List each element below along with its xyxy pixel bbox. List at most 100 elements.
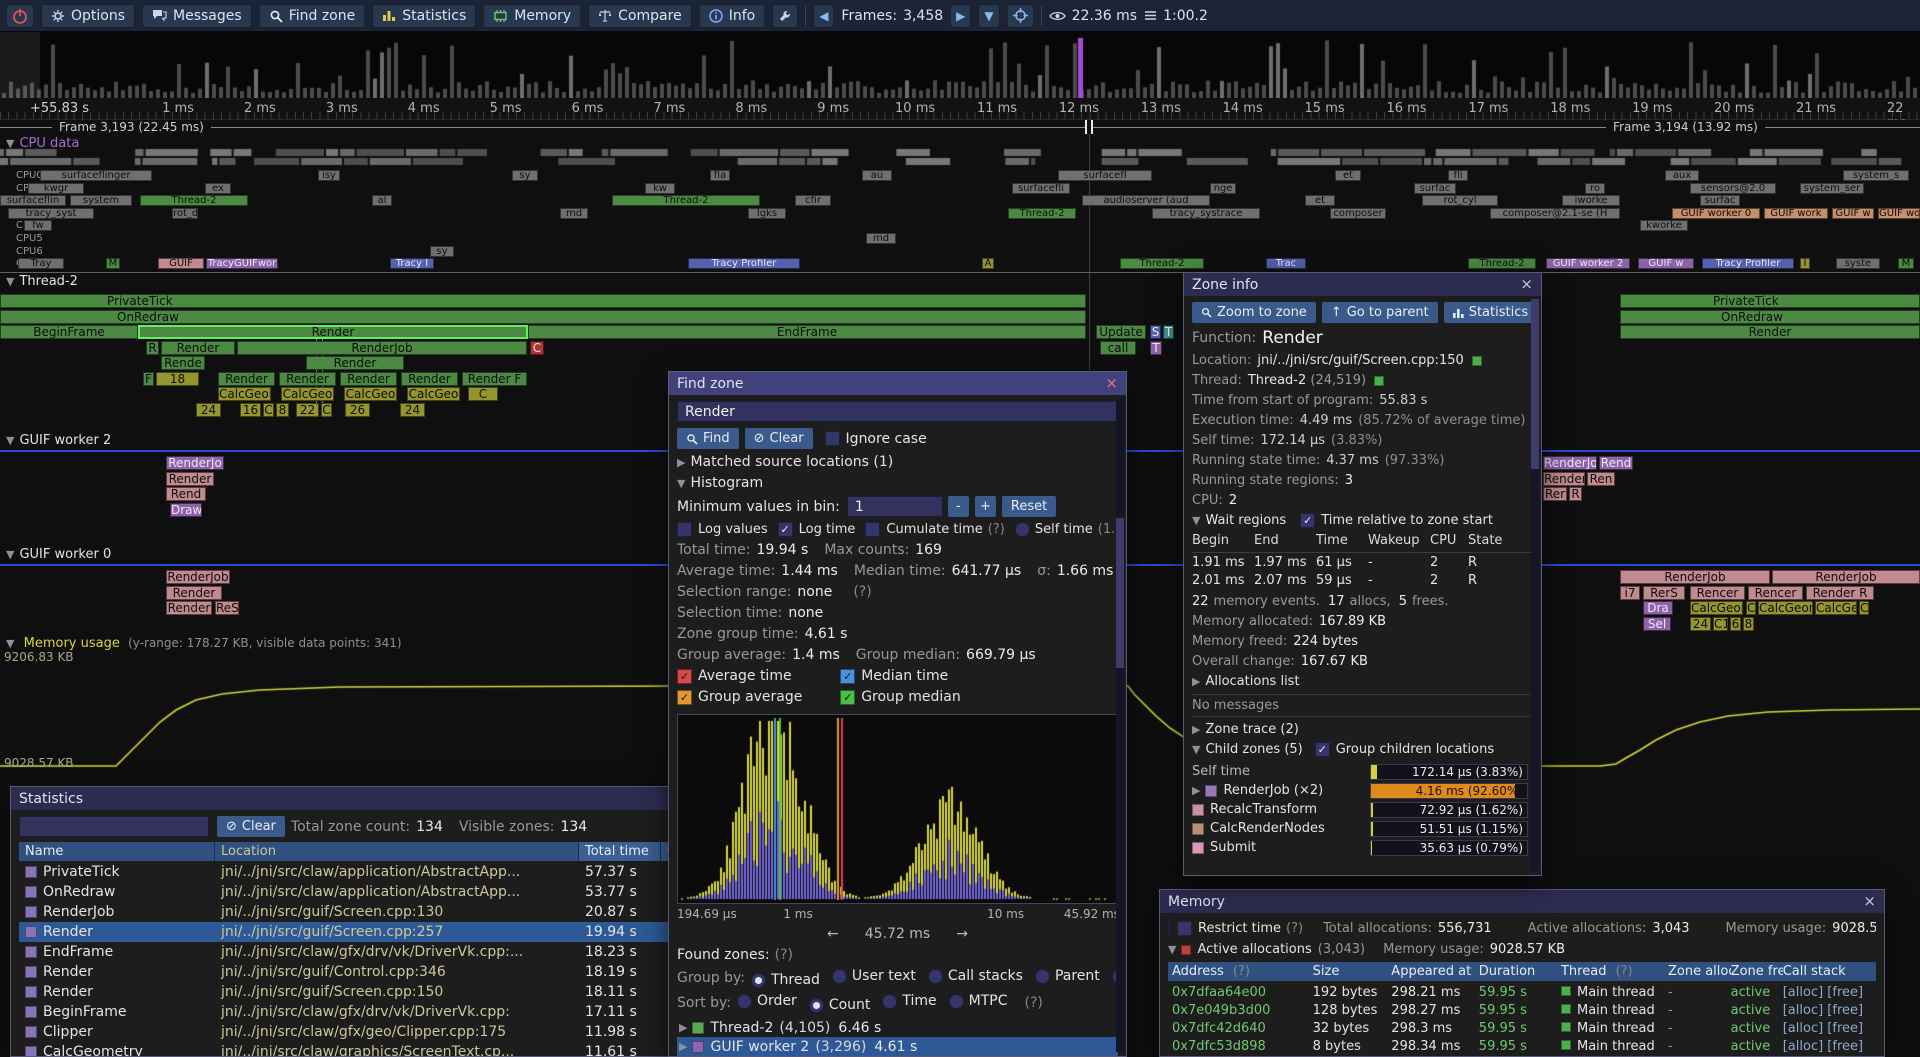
timeline-zone[interactable]: A xyxy=(982,258,994,269)
timeline-zone[interactable]: C xyxy=(263,403,274,417)
clear-filter-button[interactable]: ⊘ Clear xyxy=(217,816,285,837)
timeline-zone[interactable]: Dra xyxy=(1643,601,1673,615)
timeline-zone[interactable]: CalcGeo xyxy=(281,387,334,401)
frame-markers[interactable]: Frame 3,193 (22.45 ms) Frame 3,194 (13.9… xyxy=(0,120,1920,134)
timeline-zone[interactable]: R xyxy=(146,341,159,355)
timeline-zone[interactable]: M xyxy=(106,258,120,269)
thread2-header[interactable]: ▼ Thread-2 xyxy=(6,274,78,289)
timeline-zone[interactable]: RenderJob xyxy=(237,341,527,355)
timeline-zone[interactable]: Draw xyxy=(170,503,202,517)
timeline-zone[interactable]: 26 xyxy=(345,403,370,417)
matched-locations-toggle[interactable]: ▶ Matched source locations (1) xyxy=(677,454,894,470)
timeline-zone[interactable]: Render xyxy=(1620,325,1920,339)
sort-by-order[interactable]: Order xyxy=(737,993,797,1009)
source-color-swatch[interactable] xyxy=(1471,355,1482,366)
timeline-zone[interactable]: surfacefli xyxy=(1012,183,1070,194)
statistics-titlebar[interactable]: Statistics × xyxy=(11,787,793,810)
timeline-zone[interactable]: tracy_systrace xyxy=(1152,208,1260,219)
legend-group-average[interactable]: Group average xyxy=(677,689,840,705)
timeline-zone[interactable]: RenderJo xyxy=(1543,456,1597,470)
filter-zones-input[interactable] xyxy=(19,816,209,837)
prev-frame-button[interactable]: ◀ xyxy=(813,3,835,28)
timeline-zone[interactable]: composer@2.1-se (H xyxy=(1490,208,1620,219)
timeline-zone[interactable]: Render R xyxy=(1806,586,1874,600)
timeline-zone[interactable]: Ren xyxy=(1587,472,1615,486)
timeline-zone[interactable]: Tracy Profiler xyxy=(1702,258,1794,269)
messages-button[interactable]: Messages xyxy=(142,3,252,28)
compare-button[interactable]: Compare xyxy=(588,3,692,28)
timeline-zone[interactable]: Render xyxy=(161,341,235,355)
timeline-zone[interactable]: R xyxy=(1569,487,1582,501)
timeline-zone[interactable]: lgks xyxy=(748,208,786,219)
timeline-zone[interactable]: surfaceflin xyxy=(0,195,66,206)
legend-median-time[interactable]: Median time xyxy=(840,668,1003,684)
timeline-zone[interactable]: 18 xyxy=(156,372,199,386)
timeline-zone[interactable]: cfir xyxy=(795,195,831,206)
memory-usage-header[interactable]: ▼ Memory usage (y-range: 178.27 KB, visi… xyxy=(6,636,402,651)
timeline-zone[interactable]: et xyxy=(1305,195,1335,206)
timeline-zone[interactable]: nge xyxy=(1210,183,1236,194)
histogram-toggle[interactable]: ▼ Histogram xyxy=(677,475,764,491)
timeline-zone[interactable]: GUIF w xyxy=(1638,258,1694,269)
timeline-zone[interactable]: md xyxy=(560,208,588,219)
timeline-zone[interactable]: CalcGeo xyxy=(1815,601,1857,615)
timeline-zone[interactable]: ro xyxy=(1585,183,1605,194)
zone-info-titlebar[interactable]: Zone info × xyxy=(1184,273,1541,296)
timeline-zone[interactable]: Thread-2 xyxy=(612,195,760,206)
guif-worker0-header[interactable]: ▼ GUIF worker 0 xyxy=(6,547,112,562)
child-zone-row[interactable]: Submit 35.63 µs (0.79%) xyxy=(1192,838,1533,857)
timeline-zone[interactable]: ReS xyxy=(215,601,239,615)
timeline-zone[interactable]: aux xyxy=(1665,170,1699,181)
self-time-radio[interactable] xyxy=(1014,522,1030,537)
tools-button[interactable] xyxy=(772,3,799,28)
reset-button[interactable]: Reset xyxy=(1001,496,1057,517)
timeline-zone[interactable]: T xyxy=(1150,341,1162,355)
timeline-zone[interactable]: et xyxy=(1335,170,1361,181)
timeline-zone[interactable]: sy xyxy=(430,246,454,257)
close-icon[interactable]: × xyxy=(1520,275,1533,293)
timeline-zone[interactable]: S xyxy=(1150,325,1161,339)
log-time-checkbox[interactable] xyxy=(777,522,793,537)
timeline-zone[interactable]: F xyxy=(143,372,154,386)
find-zone-search-input[interactable]: Render xyxy=(677,401,1118,422)
thread-color-swatch[interactable] xyxy=(1374,375,1385,386)
timeline-zone[interactable]: Rend xyxy=(166,487,206,501)
timeline-zone[interactable]: system xyxy=(70,195,132,206)
timeline-zone[interactable]: i7 xyxy=(1620,586,1640,600)
timeline-zone[interactable]: isy xyxy=(318,170,340,181)
find-zone-button[interactable]: Find zone xyxy=(258,3,366,28)
relative-time-checkbox[interactable] xyxy=(1300,513,1316,528)
timeline-zone[interactable]: composer xyxy=(1330,208,1386,219)
column-header-total-time[interactable]: Total time xyxy=(579,842,661,861)
timeline-zone[interactable]: Thread-2 xyxy=(140,195,248,206)
timeline-zone[interactable]: md xyxy=(866,233,896,244)
active-allocations-toggle[interactable]: ▼ Active allocations (3,043) Memory usag… xyxy=(1168,942,1566,957)
timeline-zone[interactable]: GUIF worker 0 xyxy=(1672,208,1760,219)
timeline-zone[interactable]: rot_cyl xyxy=(1422,195,1498,206)
timeline-zone[interactable]: 24 xyxy=(196,403,221,417)
scrollbar[interactable] xyxy=(1116,398,1124,1052)
scrollbar-thumb[interactable] xyxy=(1531,299,1539,469)
allocation-row[interactable]: 0x7dfc53d898 8 bytes 298.34 ms 59.95 s Main … xyxy=(1172,1038,1864,1054)
timeline-zone[interactable]: Rer xyxy=(1543,487,1567,501)
frame-label-right[interactable]: Frame 3,194 (13.92 ms) xyxy=(1606,120,1765,134)
child-zone-row[interactable]: ▶ RenderJob (×2) 4.16 ms (92.60%) xyxy=(1192,781,1533,800)
column-header-name[interactable]: Name xyxy=(19,842,215,861)
timeline-zone[interactable]: C xyxy=(1859,601,1869,615)
timeline-zone[interactable]: 22 xyxy=(296,403,319,417)
timeline-zone[interactable]: iworke xyxy=(1562,195,1620,206)
next-frame-button[interactable]: ▶ xyxy=(950,3,972,28)
child-zones-toggle[interactable]: ▼Child zones (5) Group children location… xyxy=(1192,742,1533,757)
sort-by-time[interactable]: Time xyxy=(882,993,937,1009)
bin-increment-button[interactable]: + xyxy=(974,496,996,517)
timeline-zone[interactable]: 8 xyxy=(1743,617,1754,631)
allocation-row[interactable]: 0x7e049b3d00 128 bytes 298.27 ms 59.95 s Mai… xyxy=(1172,1002,1864,1018)
timeline-zone[interactable]: C xyxy=(321,403,332,417)
timeline-zone[interactable]: ex xyxy=(205,183,231,194)
timeline-zone[interactable]: syste xyxy=(1836,258,1880,269)
timeline-zone[interactable]: OnRedraw xyxy=(0,310,1086,324)
timeline-zone[interactable]: Render xyxy=(279,372,336,386)
timeline-zone[interactable]: CalcGeomet xyxy=(1758,601,1813,615)
allocation-row[interactable]: 0x7dfc42d640 32 bytes 298.3 ms 59.95 s Main … xyxy=(1172,1020,1864,1036)
timeline-zone[interactable]: sy xyxy=(512,170,538,181)
